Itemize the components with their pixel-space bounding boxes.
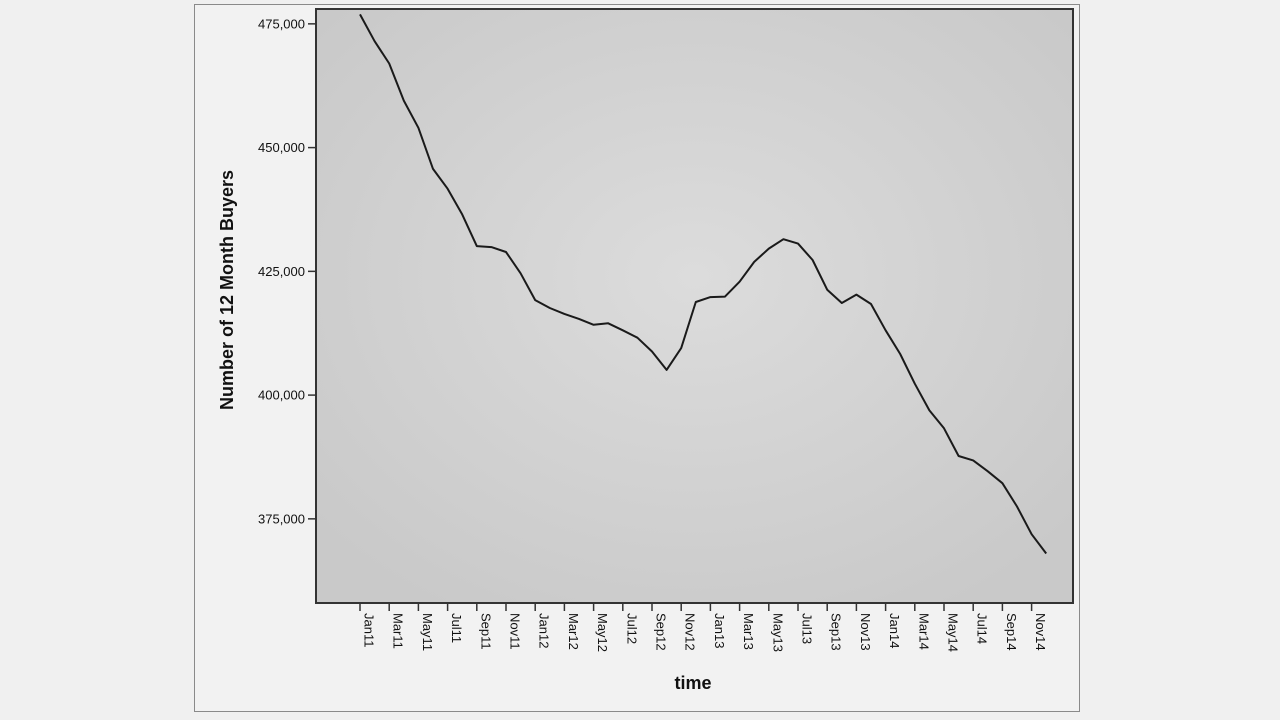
x-tick-label: May14 [946, 613, 961, 652]
x-axis: Jan11 Mar11 May11 Jul11 Sep11 Nov11 Jan12 Mar12… [359, 603, 1048, 652]
y-tick-label: 400,000 [258, 388, 305, 403]
x-tick-label: Sep14 [1004, 613, 1019, 651]
x-tick-label: Nov13 [858, 613, 873, 651]
x-tick-label: Jan11 [362, 613, 377, 647]
x-tick-label: Nov12 [683, 613, 698, 651]
x-tick-label: Jan14 [887, 613, 902, 648]
y-axis-title: Number of 12 Month Buyers [217, 170, 237, 410]
x-tick-label: May12 [595, 613, 610, 652]
y-tick-label: 375,000 [258, 511, 305, 526]
y-tick-label: 475,000 [258, 16, 305, 31]
y-tick-label: 425,000 [258, 264, 305, 279]
x-tick-label: Mar12 [566, 613, 581, 650]
x-tick-label: Jul13 [800, 613, 815, 644]
x-tick-label: Nov11 [508, 613, 523, 650]
x-tick-label: Jul14 [975, 613, 990, 644]
series-line [359, 13, 1047, 555]
x-tick-label: Jul12 [624, 613, 639, 644]
x-axis-title: time [674, 673, 711, 693]
x-tick-label: Nov14 [1033, 613, 1048, 651]
x-tick-label: Jan12 [537, 613, 552, 648]
x-tick-label: Mar11 [391, 613, 406, 649]
x-tick-label: Sep13 [829, 613, 844, 651]
y-tick-label: 450,000 [258, 140, 305, 155]
x-tick-label: Mar13 [741, 613, 756, 650]
x-tick-label: Sep12 [654, 613, 669, 651]
x-tick-label: May11 [420, 613, 435, 651]
x-tick-label: Jan13 [712, 613, 727, 648]
y-axis: 375,000 400,000 425,000 450,000 475,000 [258, 16, 316, 526]
x-tick-label: Sep11 [478, 613, 493, 650]
x-tick-label: Mar14 [916, 613, 931, 650]
x-tick-label: May13 [770, 613, 785, 652]
x-tick-label: Jul11 [449, 613, 464, 643]
